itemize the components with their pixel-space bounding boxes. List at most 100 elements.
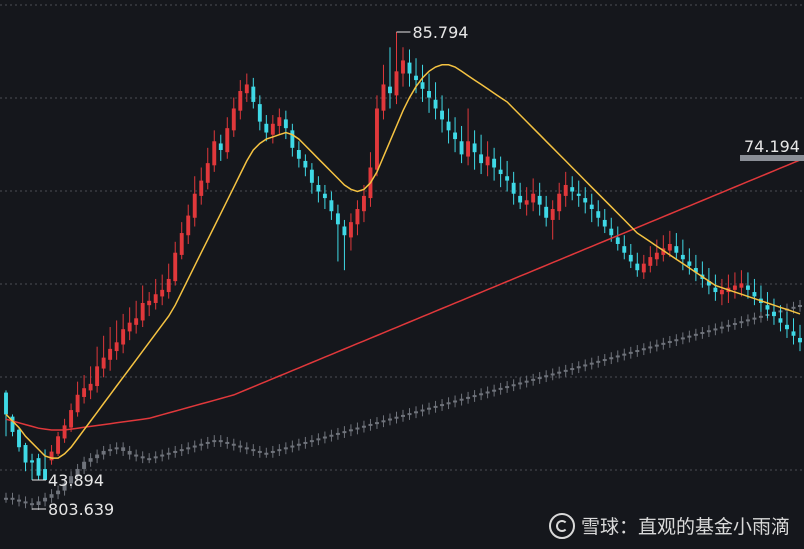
secondary-candle [537,377,542,380]
secondary-candle [179,449,184,452]
secondary-candle [309,440,314,443]
candle-body [192,193,197,218]
secondary-candle [192,445,197,448]
candle-body [82,388,87,397]
secondary-candle [440,404,445,407]
secondary-candle [758,315,763,318]
candle-body [401,60,405,74]
candle-body [570,187,575,192]
candle-body [440,110,445,120]
candle-body [342,226,347,236]
candle-body [303,160,308,168]
secondary-candle [134,454,139,457]
price-candles [4,32,802,480]
secondary-candle [374,422,379,425]
secondary-candle [745,319,750,322]
candle-body [244,84,249,94]
candle-body [498,169,503,175]
secondary-candle [296,443,301,446]
candle-body [798,337,802,343]
secondary-candle [622,353,627,356]
secondary-candle [186,447,191,450]
candle-body [752,292,757,297]
candle-body [407,62,412,74]
candle-body [674,246,679,253]
candle-body [394,71,399,96]
secondary-candle [563,369,568,372]
secondary-candle [492,389,497,392]
secondary-candle [140,456,145,459]
secondary-candle [127,450,132,455]
secondary-candle [322,436,327,439]
secondary-candle [459,398,464,401]
secondary-candle [212,440,217,443]
candle-body [713,287,718,293]
annotation-min: 43.894 [32,471,104,490]
secondary-candle [550,373,555,376]
candle-body [472,143,477,153]
candle-body [479,154,484,164]
candle-body [466,141,471,157]
secondary-candle [713,328,718,331]
candle-body [179,233,184,255]
secondary-candle [798,305,802,307]
secondary-candle [427,407,432,410]
secondary-candle [355,427,360,430]
secondary-candle [407,413,412,416]
candle-body [706,281,711,286]
candle-body [140,302,145,321]
candle-body [153,294,158,303]
candle-body [596,211,601,218]
secondary-candle [4,497,8,500]
secondary-candle [752,317,757,320]
candle-body [739,283,744,288]
candle-body [134,318,139,325]
candle-body [212,141,217,166]
candle-body [602,219,607,227]
secondary-candle [472,395,477,398]
candle-body [628,254,633,262]
secondary-candle [446,402,451,405]
candle-body [654,252,659,260]
secondary-candle [700,332,705,335]
secondary-candle [342,431,347,434]
candle-body [589,204,594,210]
secondary-candle [615,355,620,358]
secondary-candle [283,447,288,450]
candle-body [238,91,243,111]
candle-body [173,252,178,282]
candle-body [322,193,327,199]
secondary-candle [173,450,178,453]
candle-body [427,91,431,98]
secondary-candle [791,306,796,309]
candle-body [30,460,34,463]
annotation-last: 74.194 [740,137,804,161]
candle-body [583,198,588,203]
candle-body [563,184,568,196]
secondary-candle [147,458,152,461]
secondary-candle [114,447,119,450]
candle-body [49,451,54,461]
candle-body [537,195,542,205]
candle-body [550,209,555,220]
secondary-candle [329,434,334,437]
candle-body [329,200,334,212]
candle-body [23,445,28,463]
candle-body [615,237,620,244]
secondary-candle [706,330,711,333]
secondary-candle [264,452,269,455]
candle-body [524,200,529,205]
candle-body [43,469,48,480]
candle-body [10,416,15,432]
candle-body [147,300,152,306]
candle-body [557,193,562,212]
candle-body [772,311,776,317]
annotation-max: 85.794 [396,23,468,42]
secondary-candle [88,458,93,462]
secondary-candle [277,449,282,452]
secondary-candle [205,441,210,444]
candle-body [544,206,549,218]
candle-body [335,213,340,225]
secondary-candle [17,499,22,502]
candle-body [127,322,132,332]
